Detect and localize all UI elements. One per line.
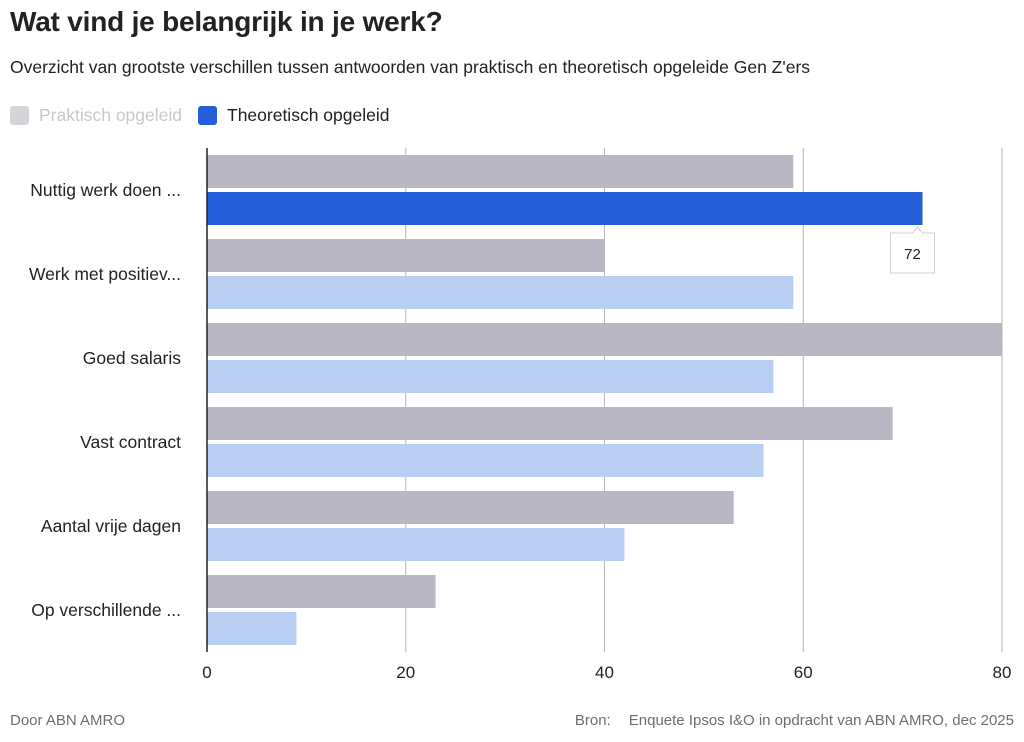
bar-praktisch[interactable]	[207, 323, 1002, 356]
x-tick-label: 0	[202, 663, 211, 682]
legend-label-praktisch: Praktisch opgeleid	[39, 105, 182, 125]
legend-label-theoretisch: Theoretisch opgeleid	[227, 105, 390, 125]
bar-praktisch[interactable]	[207, 491, 734, 524]
category-label: Werk met positiev...	[29, 264, 181, 284]
bar-theoretisch[interactable]	[207, 528, 625, 561]
footer-source: Bron: Enquete Ipsos I&O in opdracht van A…	[575, 712, 1014, 729]
legend: Praktisch opgeleid Theoretisch opgeleid	[10, 105, 405, 126]
bar-theoretisch[interactable]	[207, 360, 774, 393]
x-tick-label: 40	[595, 663, 614, 682]
category-label: Goed salaris	[83, 348, 181, 368]
x-tick-label: 20	[396, 663, 415, 682]
tooltip-box	[890, 226, 935, 274]
bar-praktisch[interactable]	[207, 407, 893, 440]
category-label: Op verschillende ...	[31, 600, 181, 620]
bar-praktisch[interactable]	[207, 239, 605, 272]
x-tick-label: 80	[993, 663, 1012, 682]
tooltip-value: 72	[904, 246, 921, 263]
legend-item-praktisch[interactable]: Praktisch opgeleid	[10, 105, 182, 126]
bar-praktisch[interactable]	[207, 155, 794, 188]
category-label: Aantal vrije dagen	[41, 516, 181, 536]
footer-credit: Door ABN AMRO	[10, 712, 126, 729]
legend-swatch-theoretisch	[198, 106, 217, 125]
bar-chart: 0 20 40 60 80 Nuttig werk doen ... Werk met po…	[29, 148, 1012, 682]
bar-praktisch[interactable]	[207, 575, 436, 608]
x-tick-label: 60	[794, 663, 813, 682]
chart-title: Wat vind je belangrijk in je werk?	[10, 6, 443, 37]
footer-source-label: Bron:	[574, 712, 611, 729]
bar-theoretisch[interactable]	[207, 192, 923, 225]
bar-theoretisch[interactable]	[207, 444, 764, 477]
chart-subtitle: Overzicht van grootste verschillen tusse…	[10, 57, 811, 77]
legend-item-theoretisch[interactable]: Theoretisch opgeleid	[198, 105, 389, 126]
bar-theoretisch[interactable]	[207, 612, 297, 645]
category-label: Vast contract	[80, 432, 181, 452]
bar-theoretisch[interactable]	[207, 276, 794, 309]
legend-swatch-praktisch	[10, 106, 29, 125]
footer-source-text: Enquete Ipsos I&O in opdracht van ABN AM…	[628, 712, 1014, 729]
category-label: Nuttig werk doen ...	[30, 180, 181, 200]
